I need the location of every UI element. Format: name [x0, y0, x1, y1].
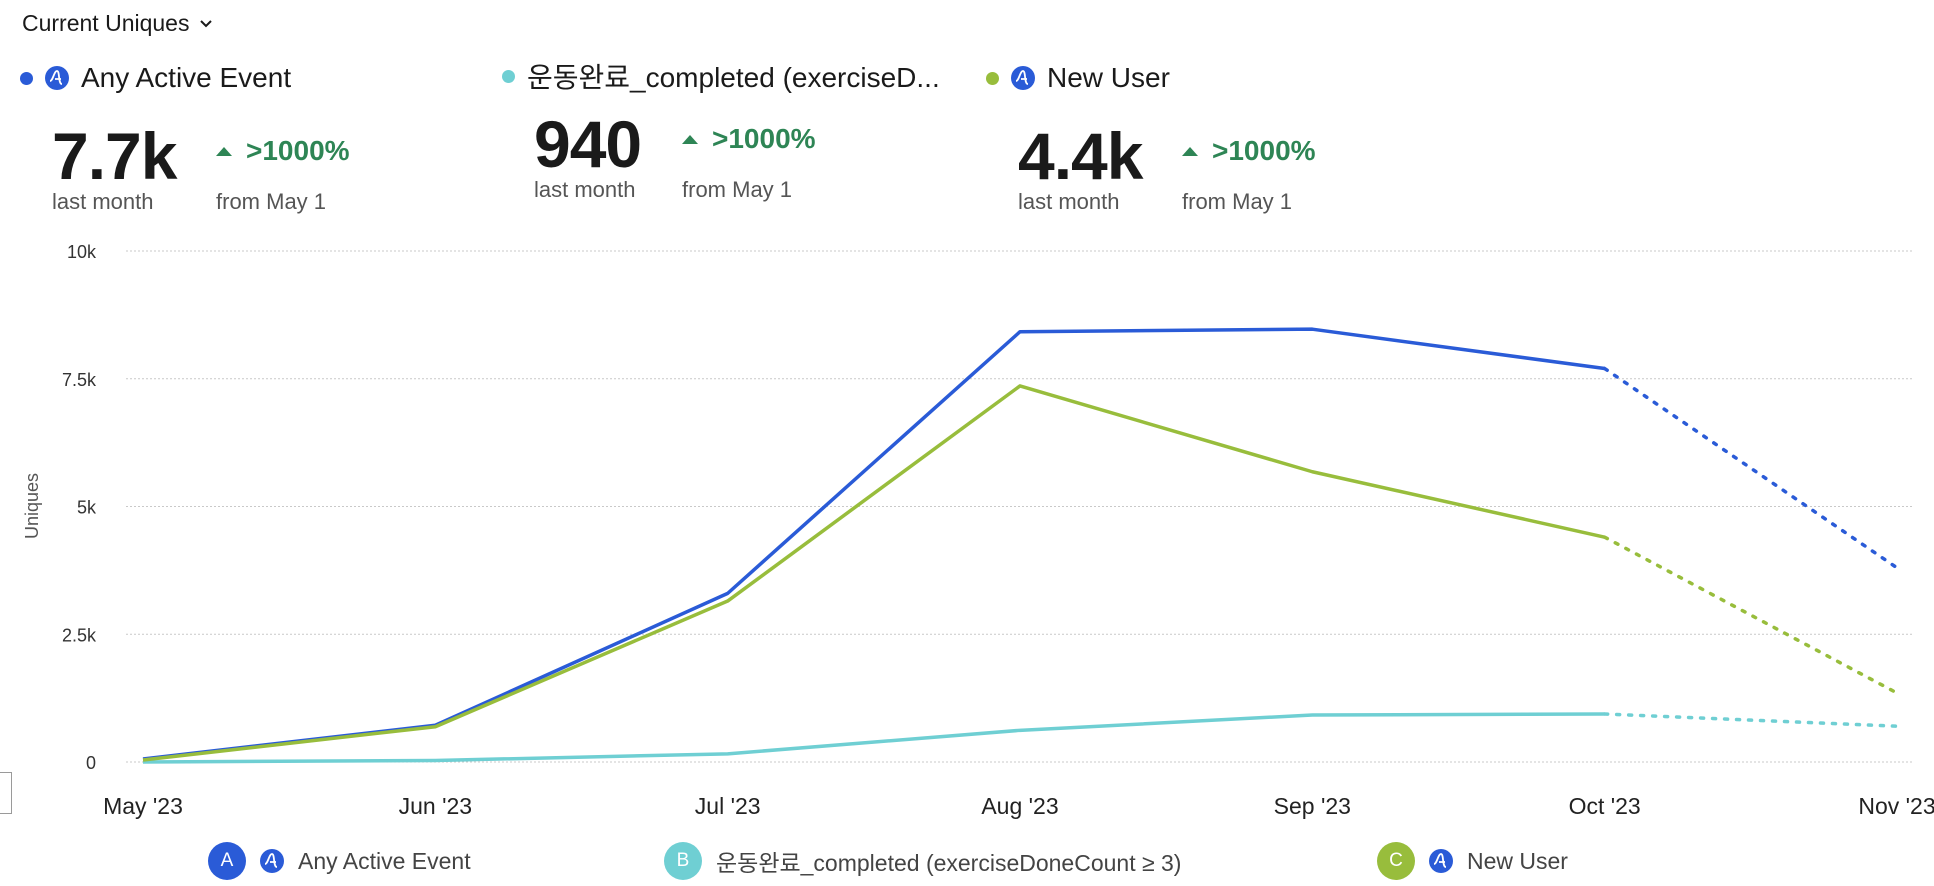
- x-tick-label: May '23: [103, 793, 183, 819]
- amplitude-event-icon: [1011, 66, 1035, 90]
- summary-header[interactable]: Any Active Event: [20, 62, 480, 94]
- x-tick-label: Nov '23: [1858, 793, 1934, 819]
- series-line: [142, 384, 1606, 762]
- series-badge: C: [1377, 842, 1415, 880]
- summary-change-caption: from May 1: [682, 177, 793, 202]
- chevron-down-icon: [200, 19, 213, 27]
- series-line: [142, 712, 1605, 764]
- metric-dropdown-label: Current Uniques: [22, 10, 190, 36]
- summary-change-value: >1000%: [246, 135, 350, 166]
- summary-value-caption: last month: [1018, 189, 1120, 214]
- legend-label: 운동완료_completed (exerciseDoneCount ≥ 3): [716, 850, 1182, 876]
- amplitude-event-icon: [260, 849, 284, 873]
- summary-change: >1000%: [1182, 135, 1316, 167]
- summary-change: >1000%: [682, 123, 816, 155]
- amplitude-event-icon: [1429, 849, 1453, 873]
- x-tick-label: Jun '23: [399, 793, 472, 819]
- summary-change-value: >1000%: [712, 123, 816, 154]
- series-layer: [142, 327, 1899, 764]
- y-tick-label: 10k: [67, 242, 97, 262]
- y-tick-label: 5k: [77, 498, 97, 518]
- x-tick-label: Sep '23: [1274, 793, 1351, 819]
- summary-value: 4.4k: [1018, 119, 1143, 193]
- summary-change-caption: from May 1: [216, 189, 327, 214]
- series-badge: B: [664, 842, 702, 880]
- summary-value: 940: [534, 107, 642, 181]
- amplitude-event-icon: [45, 66, 69, 90]
- summary-change-value: >1000%: [1212, 135, 1316, 166]
- up-arrow-icon: [1182, 146, 1198, 156]
- summary-change-caption: from May 1: [1182, 189, 1293, 214]
- series-line: [142, 327, 1605, 761]
- summary-title: 운동완료_completed (exerciseD...: [527, 62, 940, 93]
- line-chart[interactable]: 0 2.5k 5k 7.5k 10k May '23 Jun '23 Jul '23 Aug '…: [0, 0, 1934, 830]
- series-projection-line: [1602, 535, 1899, 695]
- y-tick-label: 2.5k: [62, 625, 97, 645]
- summary-value-caption: last month: [52, 189, 154, 214]
- summary-value: 7.7k: [52, 119, 177, 193]
- summary-header[interactable]: 운동완료_completed (exerciseD...: [502, 56, 982, 96]
- series-color-dot: [20, 71, 33, 85]
- legend-label: Any Active Event: [298, 847, 471, 874]
- axis-layer: 0 2.5k 5k 7.5k 10k May '23 Jun '23 Jul '23 Aug '…: [22, 242, 1934, 819]
- summary-exercise-completed: 운동완료_completed (exerciseD... 940 last mo…: [502, 56, 982, 216]
- grid-layer: [126, 250, 1912, 763]
- x-tick-label: Oct '23: [1569, 793, 1641, 819]
- scroll-handle[interactable]: [0, 772, 12, 814]
- y-tick-label: 7.5k: [62, 370, 97, 390]
- summary-value-caption: last month: [534, 177, 636, 202]
- summary-header[interactable]: New User: [986, 62, 1446, 94]
- series-color-dot: [502, 69, 515, 83]
- up-arrow-icon: [682, 134, 698, 144]
- series-projection-line: [1602, 712, 1899, 728]
- up-arrow-icon: [216, 146, 232, 156]
- y-tick-label: 0: [86, 753, 96, 773]
- summary-any-active-event: Any Active Event 7.7k last month >1000% …: [20, 62, 480, 222]
- series-projection-line: [1602, 366, 1899, 570]
- x-tick-label: Jul '23: [695, 793, 761, 819]
- metric-dropdown[interactable]: Current Uniques: [22, 10, 213, 37]
- legend-label: New User: [1467, 847, 1568, 874]
- summary-title: Any Active Event: [81, 62, 292, 93]
- x-tick-label: Aug '23: [981, 793, 1058, 819]
- series-badge: A: [208, 842, 246, 880]
- series-color-dot: [986, 71, 999, 85]
- legend-item-c[interactable]: C New User: [1377, 842, 1568, 880]
- legend-item-a[interactable]: A Any Active Event: [208, 842, 471, 880]
- summary-change: >1000%: [216, 135, 350, 167]
- y-axis-label: Uniques: [22, 473, 42, 539]
- summary-title: New User: [1047, 62, 1170, 93]
- summary-new-user: New User 4.4k last month >1000% from May…: [986, 62, 1446, 222]
- legend-item-b[interactable]: B 운동완료_completed (exerciseDoneCount ≥ 3): [664, 842, 1181, 880]
